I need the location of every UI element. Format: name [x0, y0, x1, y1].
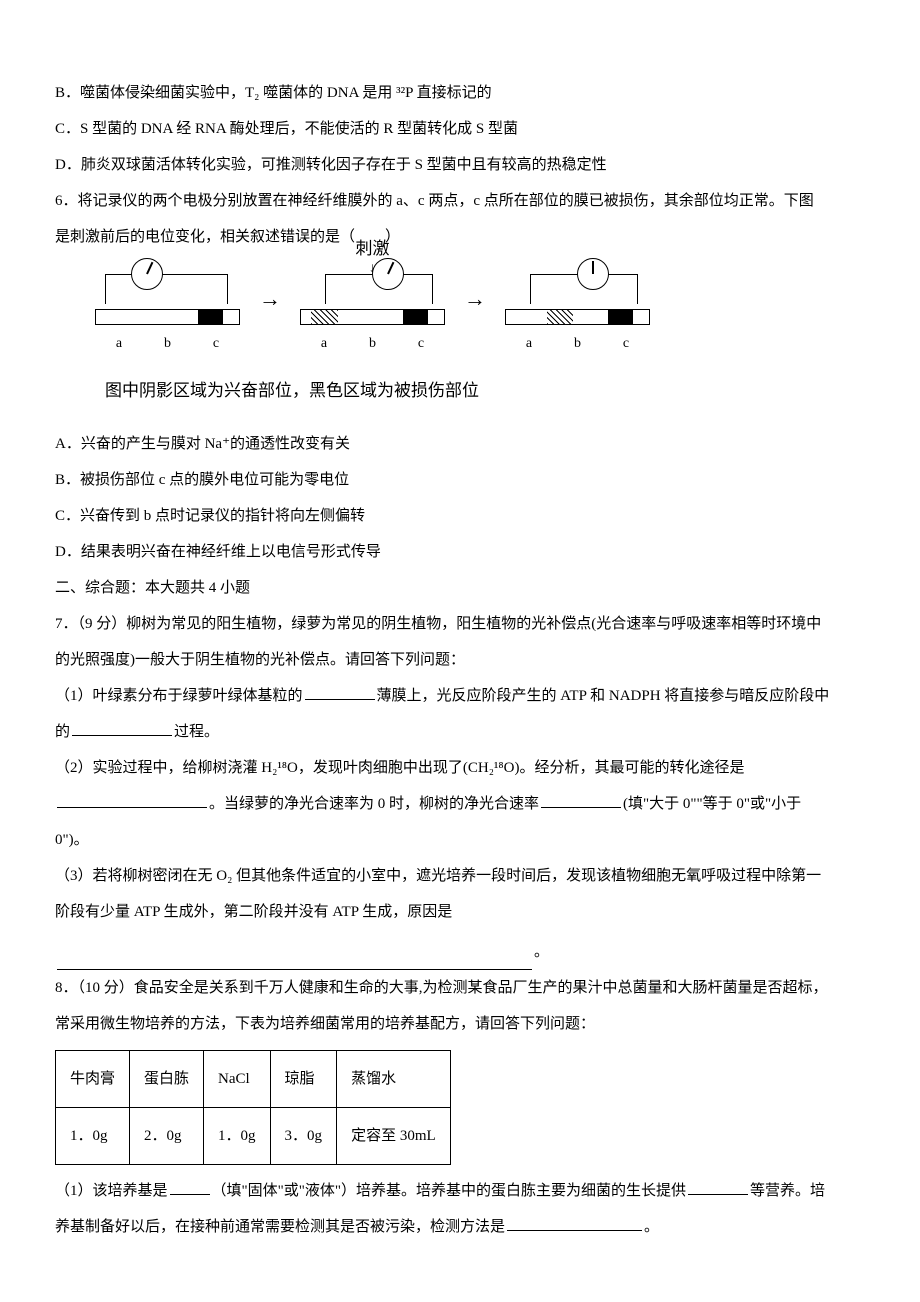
td-2: 1．0g [204, 1107, 271, 1164]
q6-stem-line2: 是刺激前后的电位变化，相关叙述错误的是（ ） [55, 219, 865, 255]
section-2-heading: 二、综合题：本大题共 4 小题 [55, 570, 865, 606]
blank-field[interactable] [72, 721, 172, 736]
q6-option-c: C．兴奋传到 b 点时记录仪的指针将向左侧偏转 [55, 498, 865, 534]
td-3: 3．0g [270, 1107, 337, 1164]
q7-1-text-a: （1）叶绿素分布于绿萝叶绿体基粒的 [55, 688, 303, 704]
th-1: 蛋白胨 [130, 1050, 204, 1107]
q6-option-b: B．被损伤部位 c 点的膜外电位可能为零电位 [55, 462, 865, 498]
label-c: c [213, 327, 219, 361]
blank-field[interactable] [57, 955, 532, 970]
q7-1-text-c: 的 [55, 724, 70, 740]
q7-part3-line1: （3）若将柳树密闭在无 O₂ 但其他条件适宜的小室中，遮光培养一段时间后，发现该… [55, 858, 865, 894]
td-4: 定容至 30mL [337, 1107, 451, 1164]
q8-1-text-b: （填"固体"或"液体"）培养基。培养基中的蛋白胨主要为细菌的生长提供 [212, 1183, 687, 1199]
q6-stem-line1: 6．将记录仪的两个电极分别放置在神经纤维膜外的 a、c 两点，c 点所在部位的膜… [55, 183, 865, 219]
label-b3: b [574, 327, 581, 361]
q8-stem-line2: 常采用微生物培养的方法，下表为培养细菌常用的培养基配方，请回答下列问题： [55, 1006, 865, 1042]
q8-part1: （1）该培养基是 （填"固体"或"液体"）培养基。培养基中的蛋白胨主要为细菌的生长… [55, 1173, 865, 1209]
diagram-panel-2: 刺激 ↓ a b c [300, 274, 445, 361]
diagram-panel-1: a b c [95, 274, 240, 361]
label-b: b [164, 327, 171, 361]
q7-part2-end: 0")。 [55, 822, 865, 858]
q6-option-d: D．结果表明兴奋在神经纤维上以电信号形式传导 [55, 534, 865, 570]
q6-option-a: A．兴奋的产生与膜对 Na⁺的通透性改变有关 [55, 426, 865, 462]
q7-stem-line2: 的光照强度)一般大于阴生植物的光补偿点。请回答下列问题： [55, 642, 865, 678]
q6-diagram: a b c → 刺激 ↓ a b [95, 273, 865, 361]
arrow-icon: → [259, 273, 281, 361]
medium-table: 牛肉膏 蛋白胨 NaCl 琼脂 蒸馏水 1．0g 2．0g 1．0g 3．0g … [55, 1050, 451, 1165]
diagram-panel-3: a b c [505, 274, 650, 361]
arrow-icon-2: → [464, 273, 486, 361]
table-value-row: 1．0g 2．0g 1．0g 3．0g 定容至 30mL [56, 1107, 451, 1164]
th-4: 蒸馏水 [337, 1050, 451, 1107]
td-0: 1．0g [56, 1107, 130, 1164]
q7-1-text-d: 过程。 [174, 724, 219, 740]
q7-1-text-b: 薄膜上，光反应阶段产生的 ATP 和 NADPH 将直接参与暗反应阶段中 [377, 688, 830, 704]
diagram-caption: 图中阴影区域为兴奋部位，黑色区域为被损伤部位 [105, 371, 865, 412]
q8-1-text-a: （1）该培养基是 [55, 1183, 168, 1199]
table-header-row: 牛肉膏 蛋白胨 NaCl 琼脂 蒸馏水 [56, 1050, 451, 1107]
blank-field[interactable] [57, 793, 207, 808]
q7-3-period: 。 [534, 934, 549, 970]
blank-field[interactable] [688, 1180, 748, 1195]
blank-field[interactable] [170, 1180, 210, 1195]
q7-part2: （2）实验过程中，给柳树浇灌 H₂¹⁸O，发现叶肉细胞中出现了(CH₂¹⁸O)。… [55, 750, 865, 786]
q7-part3-blank-row: 。 [55, 934, 865, 970]
q7-part3-line2: 阶段有少量 ATP 生成外，第二阶段并没有 ATP 生成，原因是 [55, 894, 865, 930]
q7-part1-cont: 的 过程。 [55, 714, 865, 750]
q5-option-b: B．噬菌体侵染细菌实验中，T₂ 噬菌体的 DNA 是用 ³²P 直接标记的 [55, 75, 865, 111]
q7-2-text-b: 。当绿萝的净光合速率为 0 时，柳树的净光合速率 [209, 796, 539, 812]
q8-stem-line1: 8．（10 分）食品安全是关系到千万人健康和生命的大事,为检测某食品厂生产的果汁… [55, 970, 865, 1006]
label-a: a [116, 327, 122, 361]
label-a2: a [321, 327, 327, 361]
q8-1-text-c: 等营养。培 [750, 1183, 825, 1199]
q7-part1: （1）叶绿素分布于绿萝叶绿体基粒的 薄膜上，光反应阶段产生的 ATP 和 NADP… [55, 678, 865, 714]
blank-field[interactable] [507, 1216, 642, 1231]
th-2: NaCl [204, 1050, 271, 1107]
td-1: 2．0g [130, 1107, 204, 1164]
q8-1-text-d: 养基制备好以后，在接种前通常需要检测其是否被污染，检测方法是 [55, 1219, 505, 1235]
th-0: 牛肉膏 [56, 1050, 130, 1107]
blank-field[interactable] [541, 793, 621, 808]
q5-option-d: D．肺炎双球菌活体转化实验，可推测转化因子存在于 S 型菌中且有较高的热稳定性 [55, 147, 865, 183]
q7-part2-cont: 。当绿萝的净光合速率为 0 时，柳树的净光合速率 (填"大于 0""等于 0"或"… [55, 786, 865, 822]
label-a3: a [526, 327, 532, 361]
blank-field[interactable] [305, 685, 375, 700]
th-3: 琼脂 [270, 1050, 337, 1107]
label-b2: b [369, 327, 376, 361]
q7-2-text-c: (填"大于 0""等于 0"或"小于 [623, 796, 801, 812]
q8-part1-cont: 养基制备好以后，在接种前通常需要检测其是否被污染，检测方法是 。 [55, 1209, 865, 1245]
label-c3: c [623, 327, 629, 361]
q8-1-text-e: 。 [644, 1219, 659, 1235]
q5-option-c: C．S 型菌的 DNA 经 RNA 酶处理后，不能使活的 R 型菌转化成 S 型… [55, 111, 865, 147]
q7-stem-line1: 7．（9 分）柳树为常见的阳生植物，绿萝为常见的阴生植物，阳生植物的光补偿点(光… [55, 606, 865, 642]
label-c2: c [418, 327, 424, 361]
